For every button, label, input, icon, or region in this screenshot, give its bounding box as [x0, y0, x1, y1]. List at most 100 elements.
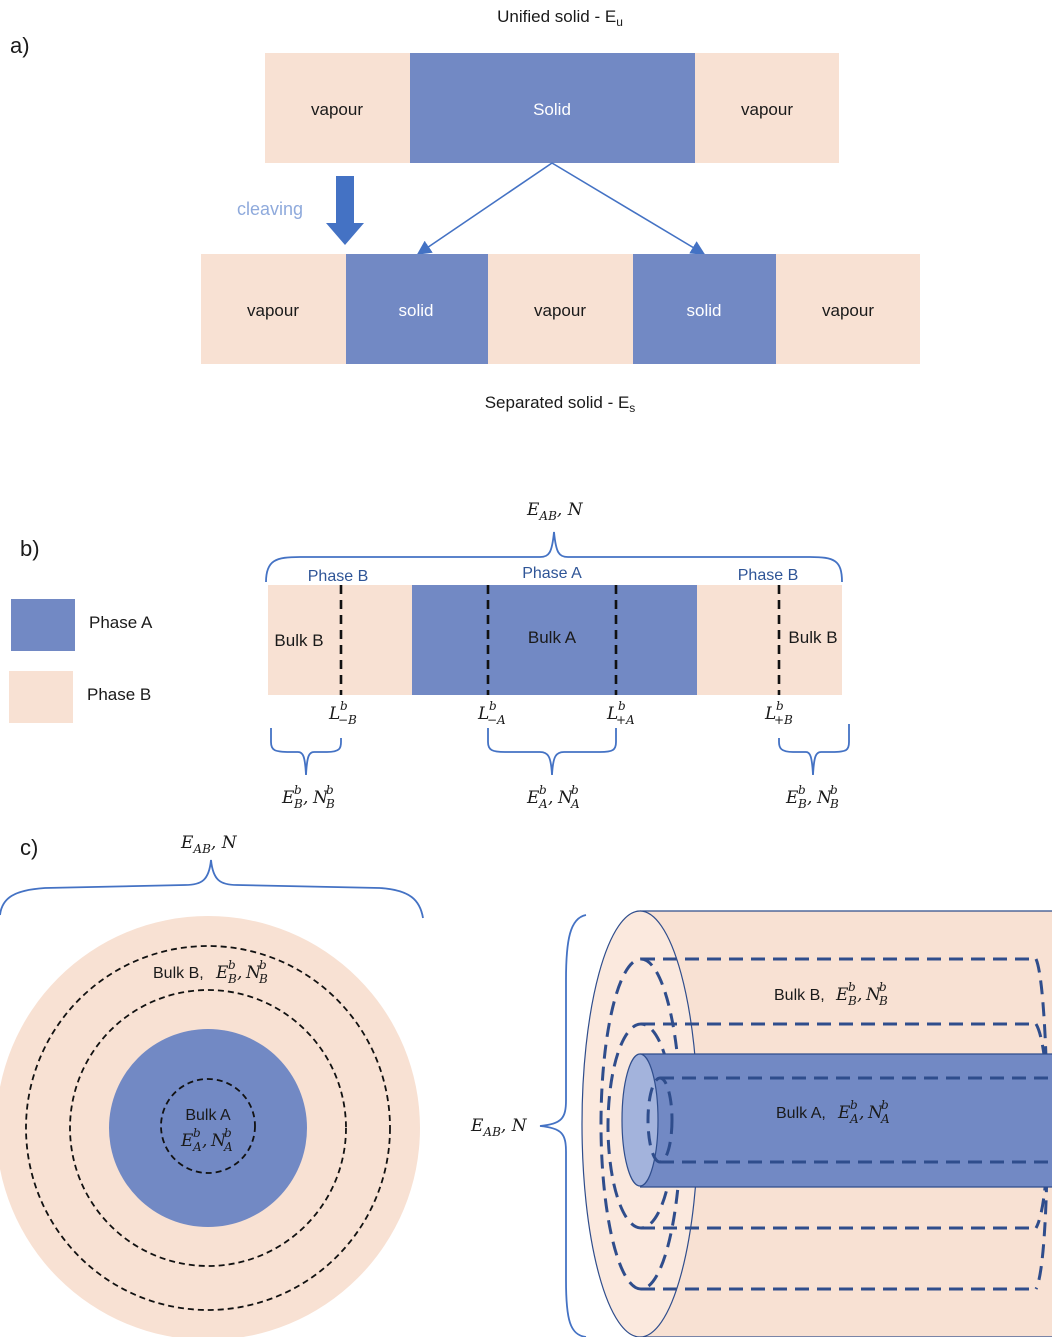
panel-c: c) EAB, N Bulk B, E b B , N b B Bulk A E… — [0, 833, 1052, 1337]
bulk-b-left-label: Bulk B — [274, 631, 323, 650]
svg-text:A: A — [880, 1112, 890, 1126]
top-vapour-left-label: vapour — [311, 100, 363, 119]
svg-text:N: N — [865, 985, 882, 1005]
svg-text:b: b — [294, 783, 302, 797]
svg-text:N: N — [312, 788, 329, 808]
bottom-vapour-1-label: vapour — [247, 301, 299, 320]
svg-text:,: , — [859, 1103, 864, 1123]
bracket-bulk-a — [487, 728, 617, 776]
boundary-label-minus-a: L b −A — [477, 699, 506, 727]
svg-text:B: B — [878, 994, 888, 1008]
svg-text:,: , — [237, 963, 242, 983]
circle-top-label: EAB, N — [180, 833, 238, 856]
svg-text:E: E — [837, 1103, 851, 1123]
phase-b-left-label: Phase B — [308, 568, 368, 585]
svg-text:N: N — [245, 963, 262, 983]
top-vapour-right-label: vapour — [741, 100, 793, 119]
bar-phase-b-right — [697, 585, 842, 695]
bottom-vapour-2 — [488, 254, 633, 364]
svg-text:L: L — [328, 704, 340, 724]
split-arrow-left — [416, 162, 553, 255]
svg-text:+B: +B — [774, 713, 793, 727]
phase-a-label: Phase A — [522, 565, 582, 582]
circle-bulk-b-label: Bulk B, E b B , N b B — [153, 958, 268, 986]
panel-b-top-label: EAB, N — [526, 500, 584, 523]
svg-text:,: , — [807, 788, 812, 808]
legend-phase-b-swatch — [9, 671, 73, 723]
svg-text:b: b — [830, 783, 838, 797]
svg-text:A: A — [849, 1112, 859, 1126]
bracket-bulk-b-left — [270, 728, 342, 776]
circle-inner-dashed — [160, 1078, 256, 1174]
svg-text:−A: −A — [487, 713, 506, 727]
svg-text:E: E — [785, 788, 799, 808]
svg-text:L: L — [477, 704, 489, 724]
cylinder-bulk-a-label: Bulk A, E b A , N b A — [776, 1098, 890, 1126]
cylinder-inner-dashed-shell — [646, 1076, 1052, 1164]
svg-text:b: b — [798, 783, 806, 797]
svg-text:b: b — [848, 980, 856, 994]
panel-b-label: b) — [20, 536, 40, 561]
top-solid-label: Solid — [533, 100, 571, 119]
svg-text:E: E — [281, 788, 295, 808]
svg-text:b: b — [850, 1098, 858, 1112]
bottom-solid-2-label: solid — [687, 301, 722, 320]
svg-text:,: , — [202, 1131, 207, 1151]
bottom-solid-1 — [346, 254, 488, 364]
svg-text:b: b — [618, 699, 626, 713]
legend-phase-b-label: Phase B — [87, 685, 151, 704]
panel-c-label: c) — [20, 835, 38, 860]
boundary-label-plus-b: L b +B — [764, 699, 793, 727]
svg-text:B: B — [829, 797, 839, 811]
bracket-label-bulk-a: E b A , N b A — [526, 783, 580, 811]
svg-text:b: b — [340, 699, 348, 713]
bottom-solid-1-label: solid — [399, 301, 434, 320]
svg-text:b: b — [259, 958, 267, 972]
panel-a-label: a) — [10, 33, 30, 58]
split-arrow-right — [551, 162, 706, 255]
boundary-label-plus-a: L b +A — [606, 699, 635, 727]
svg-text:N: N — [867, 1103, 884, 1123]
svg-text:+A: +A — [616, 713, 635, 727]
svg-text:B: B — [227, 972, 237, 986]
bracket-label-bulk-b-right: E b B , N b B — [785, 783, 839, 811]
legend-phase-a-swatch — [11, 599, 75, 651]
circle-bulk-a-label: Bulk A — [185, 1107, 231, 1124]
svg-text:N: N — [557, 788, 574, 808]
svg-text:E: E — [835, 985, 849, 1005]
svg-text:B: B — [293, 797, 303, 811]
bottom-vapour-2-label: vapour — [534, 301, 586, 320]
svg-text:b: b — [228, 958, 236, 972]
top-solid — [410, 53, 695, 163]
cylinder-bulk-b-label: Bulk B, E b B , N b B — [774, 980, 888, 1008]
svg-text:,: , — [548, 788, 553, 808]
cylinder-side-bracket — [539, 914, 587, 1337]
panel-b-top-bracket — [265, 531, 843, 583]
svg-text:b: b — [879, 980, 887, 994]
svg-text:−B: −B — [338, 713, 357, 727]
cleaving-label: cleaving — [237, 199, 303, 219]
svg-text:b: b — [224, 1126, 232, 1140]
svg-text:,: , — [303, 788, 308, 808]
circle-bulk-a-symbols: E b A , N b A — [180, 1126, 233, 1154]
bottom-solid-2 — [633, 254, 776, 364]
top-vapour-left — [265, 53, 410, 163]
bar-phase-a — [412, 585, 697, 695]
svg-text:E: E — [215, 963, 229, 983]
cleaving-arrow-icon — [326, 176, 364, 245]
svg-text:A: A — [192, 1140, 202, 1154]
svg-text:N: N — [816, 788, 833, 808]
bracket-label-bulk-b-left: E b B , N b B — [281, 783, 335, 811]
bulk-a-label: Bulk A — [528, 628, 577, 647]
legend-phase-a-label: Phase A — [89, 613, 153, 632]
unified-solid-title: Unified solid - Eu — [497, 7, 623, 29]
svg-text:L: L — [764, 704, 776, 724]
svg-text:b: b — [881, 1098, 889, 1112]
svg-text:b: b — [539, 783, 547, 797]
svg-text:B: B — [258, 972, 268, 986]
boundary-label-minus-b: L b −B — [328, 699, 357, 727]
svg-text:Bulk A,: Bulk A, — [776, 1105, 826, 1122]
bottom-vapour-3 — [776, 254, 920, 364]
svg-text:B: B — [325, 797, 335, 811]
